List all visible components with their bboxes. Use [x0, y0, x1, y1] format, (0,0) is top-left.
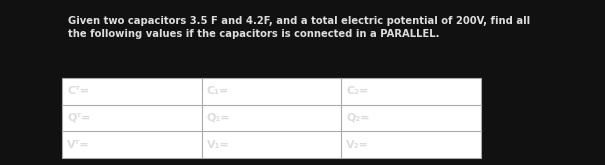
Text: Vᵀ=: Vᵀ= [67, 140, 90, 150]
Text: the following values if the capacitors is connected in a PARALLEL.: the following values if the capacitors i… [68, 29, 439, 39]
Text: Q₂=: Q₂= [347, 113, 370, 123]
Text: V₁=: V₁= [207, 140, 230, 150]
Text: V₂=: V₂= [347, 140, 369, 150]
Text: C₂=: C₂= [347, 86, 368, 96]
Text: Given two capacitors 3.5 F and 4.2F, and a total electric potential of 200V, fin: Given two capacitors 3.5 F and 4.2F, and… [68, 16, 530, 26]
Text: Q₁=: Q₁= [207, 113, 231, 123]
Bar [62, 78, 481, 158]
Text: Cᵀ=: Cᵀ= [67, 86, 90, 96]
Text: Qᵀ=: Qᵀ= [67, 113, 91, 123]
Text: C₁=: C₁= [207, 86, 229, 96]
